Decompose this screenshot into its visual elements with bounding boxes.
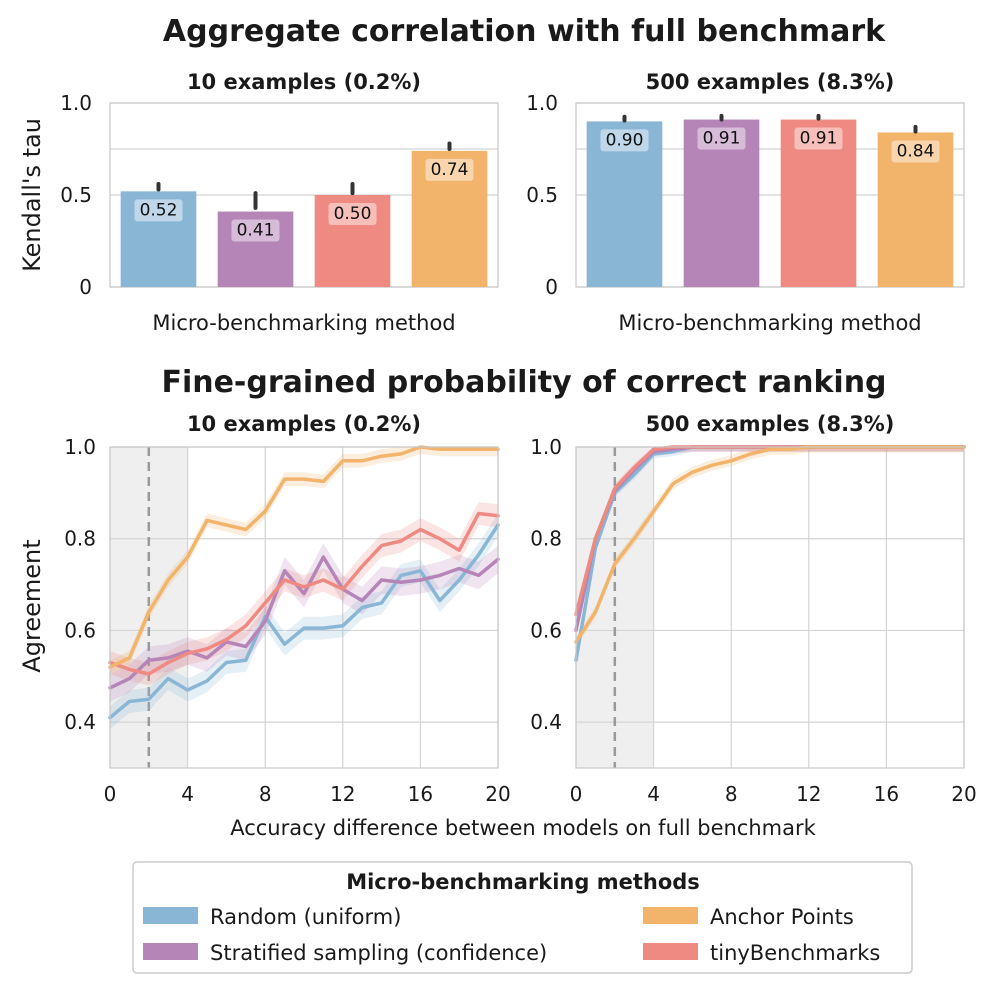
value-label-box xyxy=(600,129,649,152)
value-label-box xyxy=(134,199,183,222)
legend-label-tinybenchmarks: tinyBenchmarks xyxy=(710,941,880,965)
y-tick-label: 1.0 xyxy=(526,91,558,115)
bar-chart-2-x-axis-label: Micro-benchmarking method xyxy=(618,311,921,335)
y-tick-label: 0.5 xyxy=(526,183,558,207)
y-tick-label: 1.0 xyxy=(530,435,562,459)
bar-value-label: 0.91 xyxy=(703,129,741,149)
y-tick-label: 0.6 xyxy=(64,618,96,642)
bar-value-label: 0.52 xyxy=(140,200,178,220)
top-figure-title: Aggregate correlation with full benchmar… xyxy=(163,14,886,49)
x-tick-label: 12 xyxy=(796,782,821,806)
bar-chart-10-examples: 0 0.5 1.0 0.52 0.41 0.50 0.74 xyxy=(60,91,499,299)
y-tick-label: 0 xyxy=(79,275,92,299)
legend-swatch-random xyxy=(143,907,198,924)
bar xyxy=(411,150,488,287)
line-chart-500-examples: 0.4 0.6 0.8 1.0 0 4 8 12 16 20 xyxy=(530,435,977,806)
bottom-figure-title: Fine-grained probability of correct rank… xyxy=(161,365,886,400)
plot-frame xyxy=(109,102,499,288)
bar-chart-2-title: 500 examples (8.3%) xyxy=(646,70,895,94)
line-x-axis-label: Accuracy difference between models on fu… xyxy=(230,816,816,840)
bar-chart-1-title: 10 examples (0.2%) xyxy=(187,70,421,94)
legend-swatch-stratified xyxy=(143,943,198,960)
line-chart-1-title: 10 examples (0.2%) xyxy=(187,412,421,436)
value-label-box xyxy=(891,140,940,163)
legend-label-stratified: Stratified sampling (confidence) xyxy=(210,941,547,965)
bar-value-label: 0.90 xyxy=(606,130,644,150)
legend: Micro-benchmarking methods Random (unifo… xyxy=(132,861,913,974)
y-tick-label: 0.4 xyxy=(64,710,96,734)
series-line-anchor xyxy=(108,445,500,669)
x-tick-label: 4 xyxy=(647,782,660,806)
plot-frame xyxy=(109,446,499,769)
y-tick-label: 0.8 xyxy=(64,527,96,551)
series-line-random xyxy=(108,523,500,720)
x-tick-label: 8 xyxy=(259,782,272,806)
confidence-band-anchor xyxy=(110,447,498,674)
y-tick-label: 0 xyxy=(545,275,558,299)
line-chart-10-examples: 0.4 0.6 0.8 1.0 0 4 8 12 16 20 xyxy=(64,435,511,806)
x-tick-label: 8 xyxy=(725,782,738,806)
x-tick-label: 4 xyxy=(181,782,194,806)
x-tick-label: 12 xyxy=(330,782,355,806)
legend-swatch-tinybenchmarks xyxy=(643,943,698,960)
y-tick-label: 0.6 xyxy=(530,618,562,642)
y-tick-label: 0.8 xyxy=(530,527,562,551)
bar xyxy=(683,119,760,287)
x-tick-label: 16 xyxy=(874,782,899,806)
value-label-box xyxy=(231,219,280,242)
bar xyxy=(217,211,294,287)
bar-value-label: 0.84 xyxy=(897,141,935,161)
bar xyxy=(586,121,663,288)
plot-frame xyxy=(575,102,965,288)
bar xyxy=(314,195,391,287)
value-label-box xyxy=(794,127,843,150)
x-tick-label: 16 xyxy=(408,782,433,806)
confidence-band-random xyxy=(110,513,498,729)
x-tick-label: 0 xyxy=(570,782,583,806)
legend-swatch-anchor-points xyxy=(643,907,698,924)
value-label-box xyxy=(328,203,377,225)
bar xyxy=(120,191,197,287)
bar-value-label: 0.91 xyxy=(800,129,838,149)
bar-value-label: 0.50 xyxy=(334,204,372,224)
bar-chart-1-x-axis-label: Micro-benchmarking method xyxy=(152,311,455,335)
y-tick-label: 0.4 xyxy=(530,710,562,734)
bar xyxy=(877,132,954,287)
bar-y-axis-label: Kendall's tau xyxy=(18,118,46,272)
legend-title: Micro-benchmarking methods xyxy=(346,870,700,894)
line-chart-2-title: 500 examples (8.3%) xyxy=(646,412,895,436)
bar-value-label: 0.41 xyxy=(237,221,275,241)
x-tick-label: 20 xyxy=(485,782,510,806)
legend-label-anchor-points: Anchor Points xyxy=(710,905,854,929)
plot-frame xyxy=(575,446,965,769)
legend-box xyxy=(132,861,913,974)
line-y-axis-label: Agreement xyxy=(18,539,46,672)
series-line-tinybench xyxy=(108,511,500,676)
bar xyxy=(780,119,857,287)
x-tick-label: 0 xyxy=(104,782,117,806)
value-label-box xyxy=(425,158,474,181)
y-tick-label: 1.0 xyxy=(64,435,96,459)
y-tick-label: 0.5 xyxy=(60,183,92,207)
legend-label-random: Random (uniform) xyxy=(210,905,401,929)
x-tick-label: 20 xyxy=(951,782,976,806)
series-line-stratified xyxy=(108,555,500,690)
bar-chart-500-examples: 0 0.5 1.0 0.90 0.91 0.91 0.84 xyxy=(526,91,965,299)
value-label-box xyxy=(697,127,746,150)
y-tick-label: 1.0 xyxy=(60,91,92,115)
bar-value-label: 0.74 xyxy=(431,160,469,180)
